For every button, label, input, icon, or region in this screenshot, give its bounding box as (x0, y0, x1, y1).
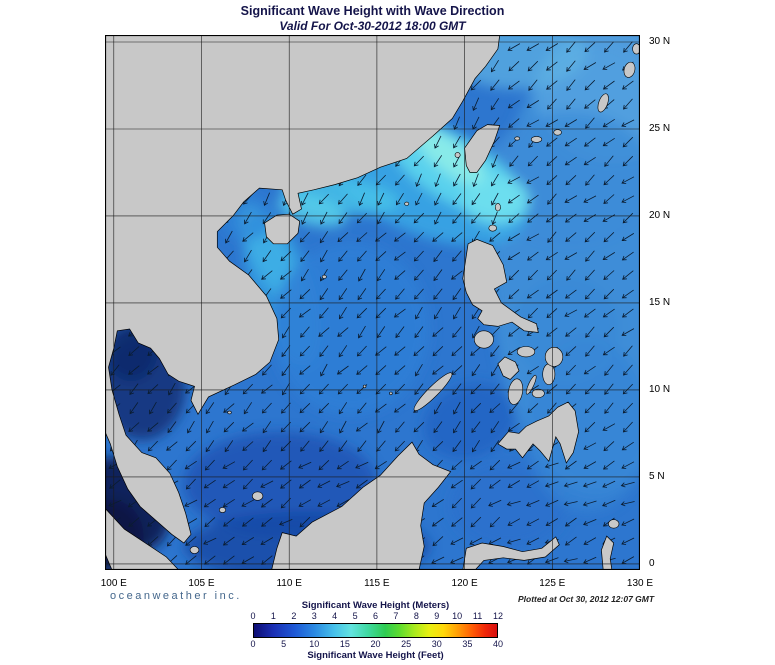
y-tick-label: 0 (649, 557, 655, 569)
land-okinawa (597, 93, 609, 113)
valid-time-subtitle: Valid For Oct-30-2012 18:00 GMT (279, 19, 466, 33)
land-spratly-1 (362, 384, 367, 389)
legend-tick-label: 6 (372, 611, 379, 621)
land-yonaguni (514, 136, 521, 141)
land-babuyan (488, 224, 497, 232)
legend-tick-label: 12 (492, 611, 504, 621)
legend-tick-label: 3 (311, 611, 317, 621)
legend-tick-label: 30 (431, 639, 442, 649)
land-borneo (271, 441, 452, 570)
land-ishigaki (530, 136, 543, 143)
land-mindoro (473, 330, 494, 349)
oceanweather-branding: oceanweather inc. (110, 590, 242, 602)
land-con-dao (227, 410, 232, 415)
legend-tick-label: 5 (352, 611, 358, 621)
wave-height-map (104, 34, 641, 571)
land-natuna (252, 491, 264, 501)
x-tick-label: 105 E (188, 578, 215, 589)
page-title: Significant Wave Height with Wave Direct… (240, 4, 505, 18)
y-tick-label: 30 N (649, 35, 671, 47)
x-tick-label: 130 E (626, 578, 654, 589)
legend-tick-label: 9 (434, 611, 440, 621)
land-spratly-2 (389, 391, 393, 396)
y-tick-label: 10 N (649, 383, 671, 395)
land-palawan (413, 372, 453, 411)
legend-tick-label: 10 (452, 611, 463, 621)
land-morotai (608, 519, 620, 529)
land-miyako (553, 129, 562, 136)
x-tick-label: 125 E (539, 578, 566, 589)
land-negros (507, 378, 524, 405)
legend-tick-label: 20 (370, 639, 381, 649)
land-penghu (454, 152, 461, 158)
legend-title-meters: Significant Wave Height (Meters) (301, 600, 450, 611)
land-riau (189, 546, 200, 554)
land-taiwan (464, 124, 501, 173)
legend-tick-label: 0 (250, 639, 256, 649)
legend-tick-label: 40 (492, 639, 504, 649)
legend-tick-label: 35 (462, 639, 473, 649)
legend-tick-label: 25 (401, 639, 412, 649)
land-samar (544, 346, 564, 367)
legend-title-feet: Significant Wave Height (Feet) (307, 650, 444, 661)
land-batanes (494, 203, 501, 212)
land-hainan (264, 213, 301, 245)
legend-tick-label: 7 (393, 611, 399, 621)
y-tick-label: 15 N (649, 296, 671, 308)
x-tick-label: 120 E (451, 578, 478, 589)
plotted-at-timestamp: Plotted at Oct 30, 2012 12:07 GMT (518, 594, 655, 604)
land-anambas (219, 507, 227, 513)
land-tokara (632, 43, 640, 55)
land-pratas (404, 201, 410, 206)
wave-height-colorbar (253, 623, 498, 638)
land-masbate (516, 346, 536, 358)
land-panay (497, 356, 520, 380)
x-tick-label: 115 E (364, 578, 390, 589)
land-leyte (542, 363, 556, 385)
x-tick-label: 110 E (276, 578, 302, 589)
land-cebu (525, 374, 537, 395)
feet-tick-labels: 0 5 10 15 20 25 30 35 40 (250, 639, 503, 650)
map-frame (104, 34, 641, 571)
land-mainland-asia (105, 35, 501, 544)
legend-tick-label: 0 (250, 611, 256, 621)
land-bohol (531, 388, 545, 399)
y-tick-label: 25 N (649, 122, 671, 134)
land-halmahera (601, 535, 615, 570)
legend-tick-label: 15 (339, 639, 350, 649)
grid-layer (105, 35, 640, 570)
y-tick-label: 20 N (649, 209, 671, 221)
land-sulawesi (462, 536, 560, 570)
legend-tick-label: 10 (309, 639, 320, 649)
land-amami (623, 61, 636, 78)
land-mindanao (497, 401, 579, 464)
y-tick-label: 5 N (649, 470, 665, 482)
legend-tick-label: 2 (291, 611, 297, 621)
land-sumatra (105, 507, 180, 570)
land-paracel (321, 274, 327, 279)
legend-tick-label: 5 (281, 639, 287, 649)
x-tick-label: 100 E (100, 578, 127, 589)
legend-tick-label: 1 (270, 611, 276, 621)
legend-tick-label: 8 (413, 611, 419, 621)
land-layer (105, 35, 640, 570)
legend-tick-label: 11 (472, 611, 483, 621)
legend-tick-label: 4 (332, 611, 338, 621)
map-svg (104, 34, 641, 571)
land-luzon (462, 239, 539, 333)
meters-tick-labels: 0 1 2 3 4 5 6 7 8 9 10 11 12 (250, 611, 503, 622)
